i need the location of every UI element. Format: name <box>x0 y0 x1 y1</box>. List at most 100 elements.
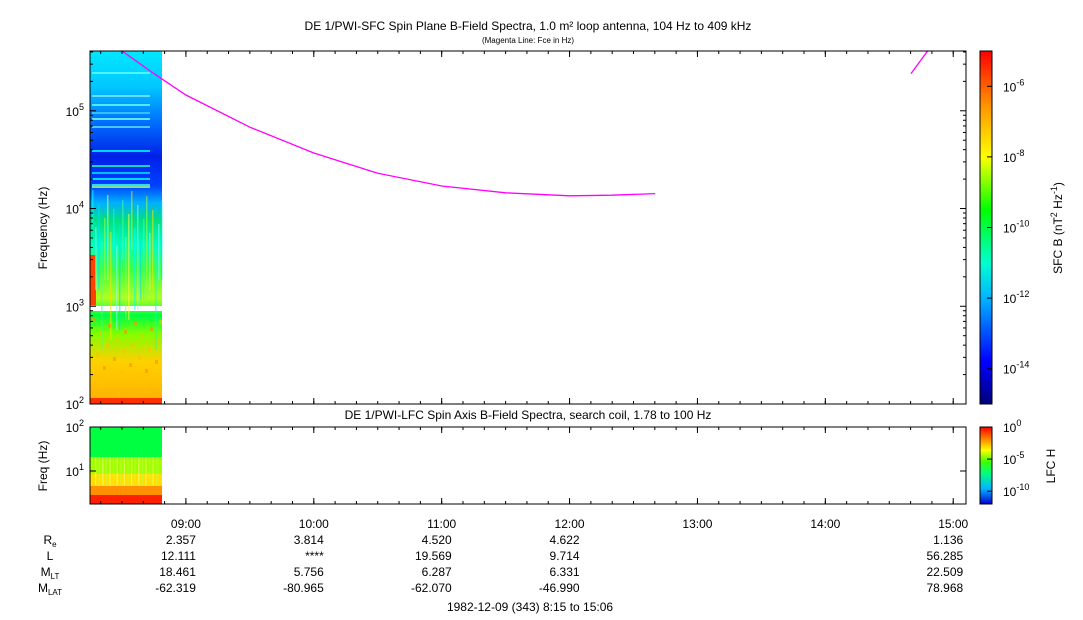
spectral-streak <box>156 457 158 485</box>
ephemeris-value: -62.319 <box>155 581 196 595</box>
spectral-streak <box>95 227 97 290</box>
spectral-streak <box>127 457 129 485</box>
spectral-streak <box>131 457 133 485</box>
spectral-streak <box>140 242 142 300</box>
spectral-speck <box>131 343 134 347</box>
ephemeris-value: 12.111 <box>161 549 196 563</box>
colorbar-tick-label: 10-8 <box>1003 148 1024 165</box>
spectral-streak <box>155 247 157 350</box>
ephemeris-value: 3.814 <box>294 533 324 547</box>
spectral-line <box>92 126 150 128</box>
spectral-speck <box>150 327 153 331</box>
spectral-line <box>92 184 150 186</box>
spectral-speck <box>136 376 139 380</box>
upper-low-freq-band <box>90 255 96 305</box>
spectral-streak <box>105 457 107 485</box>
spectral-streak <box>102 457 104 485</box>
spectral-streak <box>98 204 100 290</box>
spectral-speck <box>120 370 123 374</box>
spectral-speck <box>106 344 109 348</box>
spectral-speck <box>127 383 130 387</box>
spectral-speck <box>110 379 113 383</box>
spectral-streak <box>107 195 109 280</box>
colorbar-tick-label: 10-10 <box>1003 482 1029 499</box>
spectral-speck <box>122 350 125 354</box>
spectral-speck <box>141 334 144 338</box>
spectral-streak <box>123 457 125 485</box>
lower-spectrogram <box>89 426 967 505</box>
colorbar-tick-label: 10-10 <box>1003 219 1029 236</box>
spectral-streak <box>131 191 133 250</box>
spectral-streak <box>152 457 154 485</box>
spectral-streak <box>119 223 121 330</box>
colorbar-tick-label: 100 <box>1003 418 1021 435</box>
ephemeris-value: 4.622 <box>550 533 580 547</box>
x-tick-label: 12:00 <box>555 517 585 531</box>
ephemeris-value: 56.285 <box>927 549 964 563</box>
spectral-speck <box>159 320 162 324</box>
spectral-streak <box>149 233 151 290</box>
ephemeris-row-label: L <box>47 549 54 563</box>
spectral-speck <box>113 357 116 361</box>
spectral-speck <box>143 389 146 393</box>
spectral-speck <box>124 330 127 334</box>
colorbar-tick-label: 10-5 <box>1003 450 1024 467</box>
ephemeris-value: 6.331 <box>550 565 580 579</box>
spectral-streak <box>113 457 115 485</box>
spectral-line <box>92 95 150 97</box>
spectral-line <box>92 165 150 167</box>
fce-line-segment <box>910 50 929 74</box>
colorbar-tick-label: 10-12 <box>1003 289 1029 306</box>
spectral-speck <box>129 363 132 367</box>
ephemeris-value: 4.520 <box>422 533 452 547</box>
upper-plot-frame <box>89 50 967 405</box>
spectral-streak <box>161 201 163 280</box>
spectral-streak <box>120 457 122 485</box>
ephemeris-value: 22.509 <box>927 565 964 579</box>
spectral-line <box>92 104 150 106</box>
lower-band-orange <box>90 486 162 495</box>
spectral-speck <box>148 347 151 351</box>
lower-plot-frame <box>89 426 967 505</box>
spectral-streak <box>143 219 145 300</box>
x-tick-label: 15:00 <box>938 517 968 531</box>
y-tick-label: 102 <box>66 418 84 435</box>
ephemeris-value: 6.287 <box>422 565 452 579</box>
ephemeris-value: 18.461 <box>159 565 196 579</box>
lower-y-axis-label: Freq (Hz) <box>36 441 50 492</box>
spectral-streak <box>125 237 127 320</box>
spectral-speck <box>155 360 158 364</box>
spectral-streak <box>101 241 103 350</box>
ephemeris-value: -46.990 <box>539 581 580 595</box>
spectral-streak <box>134 457 136 485</box>
chart-title: DE 1/PWI-SFC Spin Plane B-Field Spectra,… <box>305 19 752 33</box>
upper-y-axis-label: Frequency (Hz) <box>36 187 50 270</box>
spectral-speck <box>134 321 137 325</box>
lower-band-red <box>90 495 162 504</box>
ephemeris-row-label: MLAT <box>38 581 62 597</box>
y-tick-label: 102 <box>66 395 84 412</box>
upper-bottom-band <box>90 398 162 404</box>
spectral-speck <box>92 318 95 322</box>
spectral-speck <box>96 353 99 357</box>
y-tick-label: 101 <box>66 462 84 479</box>
spectral-speck <box>108 324 111 328</box>
spectral-speck <box>103 366 106 370</box>
y-tick-label: 103 <box>66 297 84 314</box>
spectral-speck <box>157 340 160 344</box>
upper-colorbar-label: SFC B (nT2 Hz-1) <box>1049 182 1065 274</box>
ephemeris-row-label: MLT <box>41 565 60 581</box>
spectral-streak <box>110 232 112 340</box>
lower-band-yellow <box>90 474 162 486</box>
lower-colorbar <box>979 426 993 505</box>
y-tick-label: 104 <box>66 200 84 217</box>
x-tick-label: 11:00 <box>427 517 456 531</box>
spectral-streak <box>152 210 154 290</box>
spectral-streak <box>141 457 143 485</box>
spectral-speck <box>138 356 141 360</box>
x-tick-label: 13:00 <box>682 517 712 531</box>
spectral-speck <box>99 331 102 335</box>
spectral-line <box>92 186 150 188</box>
ephemeris-value: 9.714 <box>550 549 580 563</box>
